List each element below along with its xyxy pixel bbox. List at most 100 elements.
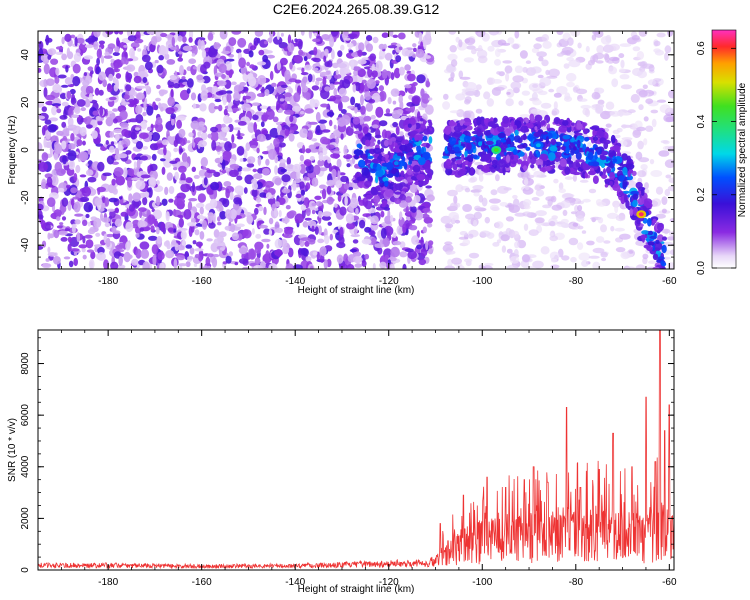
noise-blob: [207, 212, 214, 217]
noise-blob: [140, 120, 147, 130]
noise-blob: [112, 188, 118, 195]
noise-blob: [333, 203, 338, 208]
x-tick-label: -100: [472, 276, 492, 287]
noise-blob: [318, 152, 324, 162]
haze-blob: [618, 53, 625, 59]
noise-blob: [192, 66, 197, 70]
haze-blob: [456, 109, 465, 118]
noise-blob: [115, 175, 126, 186]
noise-blob: [173, 167, 178, 171]
signal-blob: [394, 191, 402, 195]
signal-blob: [653, 232, 657, 237]
haze-blob: [473, 188, 482, 193]
noise-blob: [78, 151, 89, 162]
y-tick-label: 8000: [20, 352, 31, 375]
noise-blob: [360, 94, 364, 106]
haze-blob: [495, 174, 500, 182]
noise-blob: [151, 244, 159, 255]
noise-blob: [268, 229, 273, 236]
noise-blob: [201, 219, 208, 230]
noise-blob: [102, 172, 112, 177]
noise-blob: [53, 229, 60, 239]
haze-blob: [664, 188, 671, 197]
signal-blob: [407, 182, 413, 186]
haze-blob: [615, 215, 626, 222]
noise-blob: [38, 203, 44, 211]
noise-blob: [307, 220, 317, 227]
signal-blob: [543, 160, 549, 165]
noise-blob: [105, 237, 111, 248]
colorbar-gradient: [711, 29, 737, 269]
noise-blob: [61, 216, 67, 221]
noise-blob: [104, 222, 111, 228]
signal-blob: [476, 138, 486, 142]
noise-blob: [83, 202, 94, 213]
noise-blob: [119, 89, 124, 93]
colorbar-tick-label: 0.4: [696, 114, 707, 128]
haze-blob: [442, 101, 451, 110]
haze-blob: [642, 253, 649, 260]
noise-blob: [259, 192, 267, 198]
noise-blob: [304, 217, 312, 221]
noise-blob: [312, 31, 316, 34]
haze-blob: [465, 110, 473, 114]
haze-blob: [494, 48, 501, 58]
signal-blob: [562, 120, 569, 126]
noise-blob: [178, 165, 187, 173]
noise-blob: [335, 69, 339, 76]
noise-blob: [174, 171, 180, 181]
noise-blob: [128, 118, 139, 123]
noise-blob: [155, 117, 163, 126]
noise-blob: [181, 76, 186, 80]
signal-blob: [592, 129, 596, 137]
colorbar-label: Normalized spectral amplitude: [737, 82, 748, 217]
noise-blob: [73, 201, 81, 213]
haze-blob: [462, 204, 472, 212]
noise-blob: [336, 254, 344, 264]
noise-blob: [93, 137, 101, 145]
noise-blob: [262, 151, 270, 155]
noise-blob: [389, 263, 395, 269]
haze-blob: [630, 93, 640, 103]
noise-blob: [412, 54, 417, 58]
noise-blob: [67, 143, 76, 150]
noise-blob: [160, 32, 168, 38]
noise-blob: [384, 215, 392, 225]
noise-blob: [309, 148, 320, 153]
spectrogram-y-axis-label: Frequency (Hz): [7, 116, 18, 185]
haze-blob: [572, 174, 578, 182]
signal-blob: [545, 166, 551, 172]
signal-blob: [382, 177, 389, 182]
haze-blob: [669, 249, 674, 256]
noise-blob: [395, 55, 402, 63]
noise-blob: [125, 84, 132, 92]
signal-blob: [417, 157, 426, 166]
noise-blob: [193, 174, 200, 179]
signal-blob: [522, 142, 528, 149]
haze-blob: [620, 251, 631, 260]
signal-blob: [365, 149, 369, 156]
noise-blob: [102, 79, 107, 88]
noise-blob: [70, 187, 78, 194]
noise-blob: [334, 74, 342, 79]
noise-blob: [310, 265, 314, 269]
noise-blob: [326, 179, 335, 186]
noise-blob: [206, 238, 213, 242]
haze-blob: [449, 45, 457, 53]
noise-blob: [253, 37, 259, 46]
noise-blob: [200, 157, 208, 167]
noise-blob: [135, 31, 141, 42]
signal-blob: [381, 156, 386, 161]
signal-blob: [594, 151, 598, 160]
signal-blob: [534, 114, 543, 123]
noise-blob: [349, 77, 353, 83]
noise-blob: [293, 92, 301, 103]
signal-blob: [596, 129, 605, 139]
noise-blob: [412, 43, 417, 48]
noise-blob: [114, 46, 120, 53]
noise-blob: [47, 124, 57, 133]
noise-blob: [105, 31, 114, 35]
noise-blob: [114, 62, 119, 73]
haze-blob: [542, 204, 552, 209]
noise-blob: [261, 129, 269, 135]
